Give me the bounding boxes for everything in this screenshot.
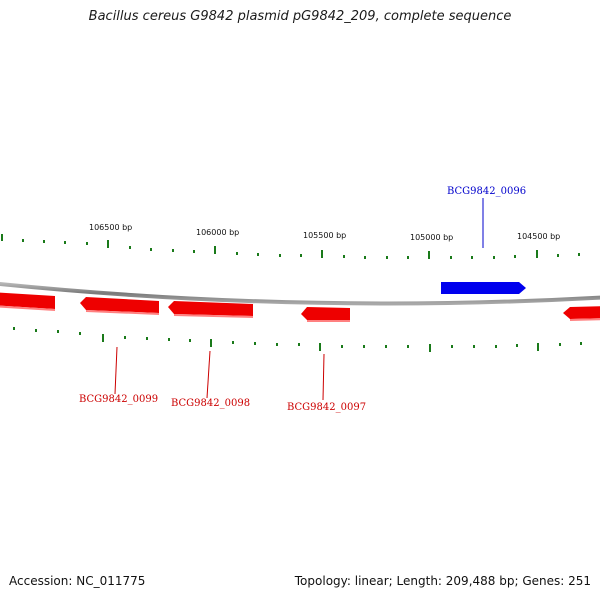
outer-tick-ring [1,234,580,259]
tick-mark [254,342,256,345]
tick-mark [210,339,212,347]
tick-mark [319,343,321,351]
tick-mark [471,256,473,259]
scale-label: 104500 bp [517,232,560,241]
tick-mark [86,242,88,245]
scale-label: 105000 bp [410,233,453,242]
gene-arrow-reverse[interactable] [301,307,350,320]
tick-mark [363,345,365,348]
gene-arrow-shadow [86,310,159,315]
gene-arrow-reverse[interactable] [80,297,159,313]
gene-bcg9842-0097[interactable]: BCG9842_0097 [287,307,366,413]
tick-mark [386,256,388,259]
tick-mark [514,255,516,258]
tick-mark [495,345,497,348]
tick-mark [429,344,431,352]
scale-label: 106000 bp [196,228,239,237]
sequence-summary: Topology: linear; Length: 209,488 bp; Ge… [294,574,591,588]
scale-label: 106500 bp [89,223,132,232]
tick-mark [43,240,45,243]
accession-label: Accession: NC_011775 [9,574,146,588]
tick-mark [189,339,191,342]
tick-mark [473,345,475,348]
gene-partial-left[interactable] [0,292,55,311]
tick-mark [57,330,59,333]
gene-bcg9842-0099[interactable]: BCG9842_0099 [79,297,159,405]
tick-mark [407,256,409,259]
tick-mark [276,343,278,346]
tick-mark [385,345,387,348]
tick-mark [343,255,345,258]
tick-mark [298,343,300,346]
tick-mark [22,239,24,242]
gene-label[interactable]: BCG9842_0099 [79,394,158,405]
tick-mark [537,343,539,351]
tick-mark [557,254,559,257]
scale-label: 105500 bp [303,231,346,240]
tick-mark [279,254,281,257]
tick-mark [1,234,3,241]
tick-mark [193,250,195,253]
tick-mark [559,343,561,346]
gene-arrow-reverse[interactable] [563,306,600,319]
gene-arrow-shadow [174,314,253,318]
tick-mark [257,253,259,256]
tick-mark [124,336,126,339]
tick-mark [129,246,131,249]
gene-arrow-reverse[interactable] [0,292,55,309]
tick-mark [580,342,582,345]
tick-mark [35,329,37,332]
tick-mark [146,337,148,340]
tick-mark [341,345,343,348]
gene-arrow-forward[interactable] [441,282,526,294]
gene-label[interactable]: BCG9842_0098 [171,398,250,409]
tick-mark [168,338,170,341]
tick-mark [107,240,109,248]
tick-mark [172,249,174,252]
tick-mark [407,345,409,348]
gene-label[interactable]: BCG9842_0096 [447,186,526,197]
tick-mark [428,251,430,259]
tick-mark [150,248,152,251]
tick-mark [64,241,66,244]
map-title: Bacillus cereus G9842 plasmid pG9842_209… [88,9,512,24]
inner-tick-ring [13,327,582,352]
gene-arrow-shadow [307,320,350,322]
tick-mark [578,253,580,256]
gene-bcg9842-0098[interactable]: BCG9842_0098 [168,301,253,409]
tick-mark [236,252,238,255]
gene-partial-right[interactable] [563,306,600,321]
scale-labels: 106500 bp 106000 bp 105500 bp 105000 bp … [89,223,560,242]
tick-mark [450,256,452,259]
gene-callout-line [322,353,325,401]
tick-mark [493,256,495,259]
tick-mark [536,250,538,258]
gene-bcg9842-0096[interactable]: BCG9842_0096 [441,186,526,294]
tick-mark [300,254,302,257]
gene-arrow-reverse[interactable] [168,301,253,316]
gene-arrow-shadow [0,305,55,311]
gene-callout-line [114,346,118,395]
gene-callout-line [206,350,211,399]
gene-arrow-shadow [570,318,600,321]
tick-mark [364,256,366,259]
tick-mark [321,250,323,258]
tick-mark [13,327,15,330]
tick-mark [214,246,216,254]
tick-mark [451,345,453,348]
tick-mark [516,344,518,347]
tick-mark [102,334,104,342]
tick-mark [79,332,81,335]
tick-mark [232,341,234,344]
gene-label[interactable]: BCG9842_0097 [287,402,366,413]
sequence-backbone [0,281,600,306]
